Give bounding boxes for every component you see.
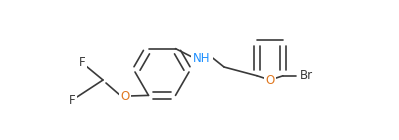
- Text: Br: Br: [300, 69, 314, 82]
- Text: NH: NH: [193, 52, 211, 65]
- Text: F: F: [69, 94, 75, 107]
- Text: O: O: [120, 89, 130, 102]
- Text: F: F: [79, 55, 85, 68]
- Text: O: O: [265, 74, 275, 87]
